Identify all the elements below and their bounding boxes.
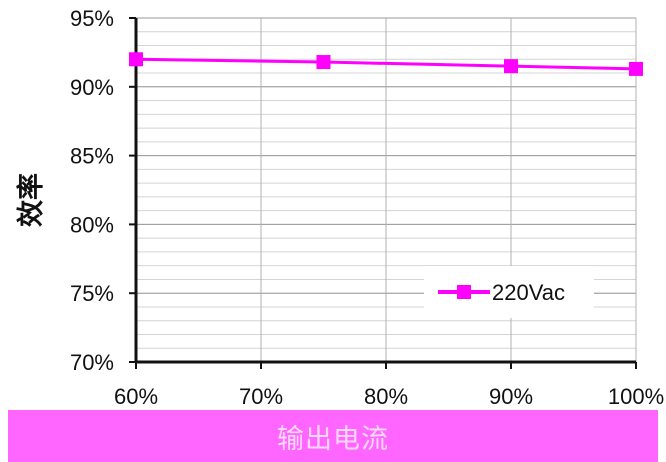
axes xyxy=(129,17,637,369)
y-tick-label: 90% xyxy=(70,75,114,100)
data-point xyxy=(504,59,518,74)
grid xyxy=(135,17,637,363)
data-point xyxy=(629,61,643,76)
x-tick-label: 90% xyxy=(489,384,533,409)
y-tick-label: 85% xyxy=(70,144,114,169)
y-tick-label: 70% xyxy=(70,350,114,375)
y-tick-label: 75% xyxy=(70,281,114,306)
x-axis-label-band: 输出电流 xyxy=(8,410,658,462)
y-tick-label: 80% xyxy=(70,212,114,237)
x-tick-label: 70% xyxy=(239,384,283,409)
x-tick-label: 80% xyxy=(364,384,408,409)
series-group xyxy=(129,52,643,76)
y-tick-label: 95% xyxy=(70,6,114,31)
tick-labels: 70%75%80%85%90%95%60% 70% 80% 90% 100% xyxy=(70,6,664,409)
series-line-0 xyxy=(135,57,637,71)
legend: 220Vac xyxy=(424,266,594,318)
y-axis-label: 效率 xyxy=(15,173,47,227)
x-tick-label: 60% xyxy=(114,384,158,409)
x-tick-label: 100% xyxy=(608,384,664,409)
data-point xyxy=(129,52,143,67)
x-axis-label: 输出电流 xyxy=(277,423,389,455)
data-point xyxy=(316,55,331,70)
legend-marker xyxy=(457,285,471,299)
legend-label: 220Vac xyxy=(492,280,565,305)
